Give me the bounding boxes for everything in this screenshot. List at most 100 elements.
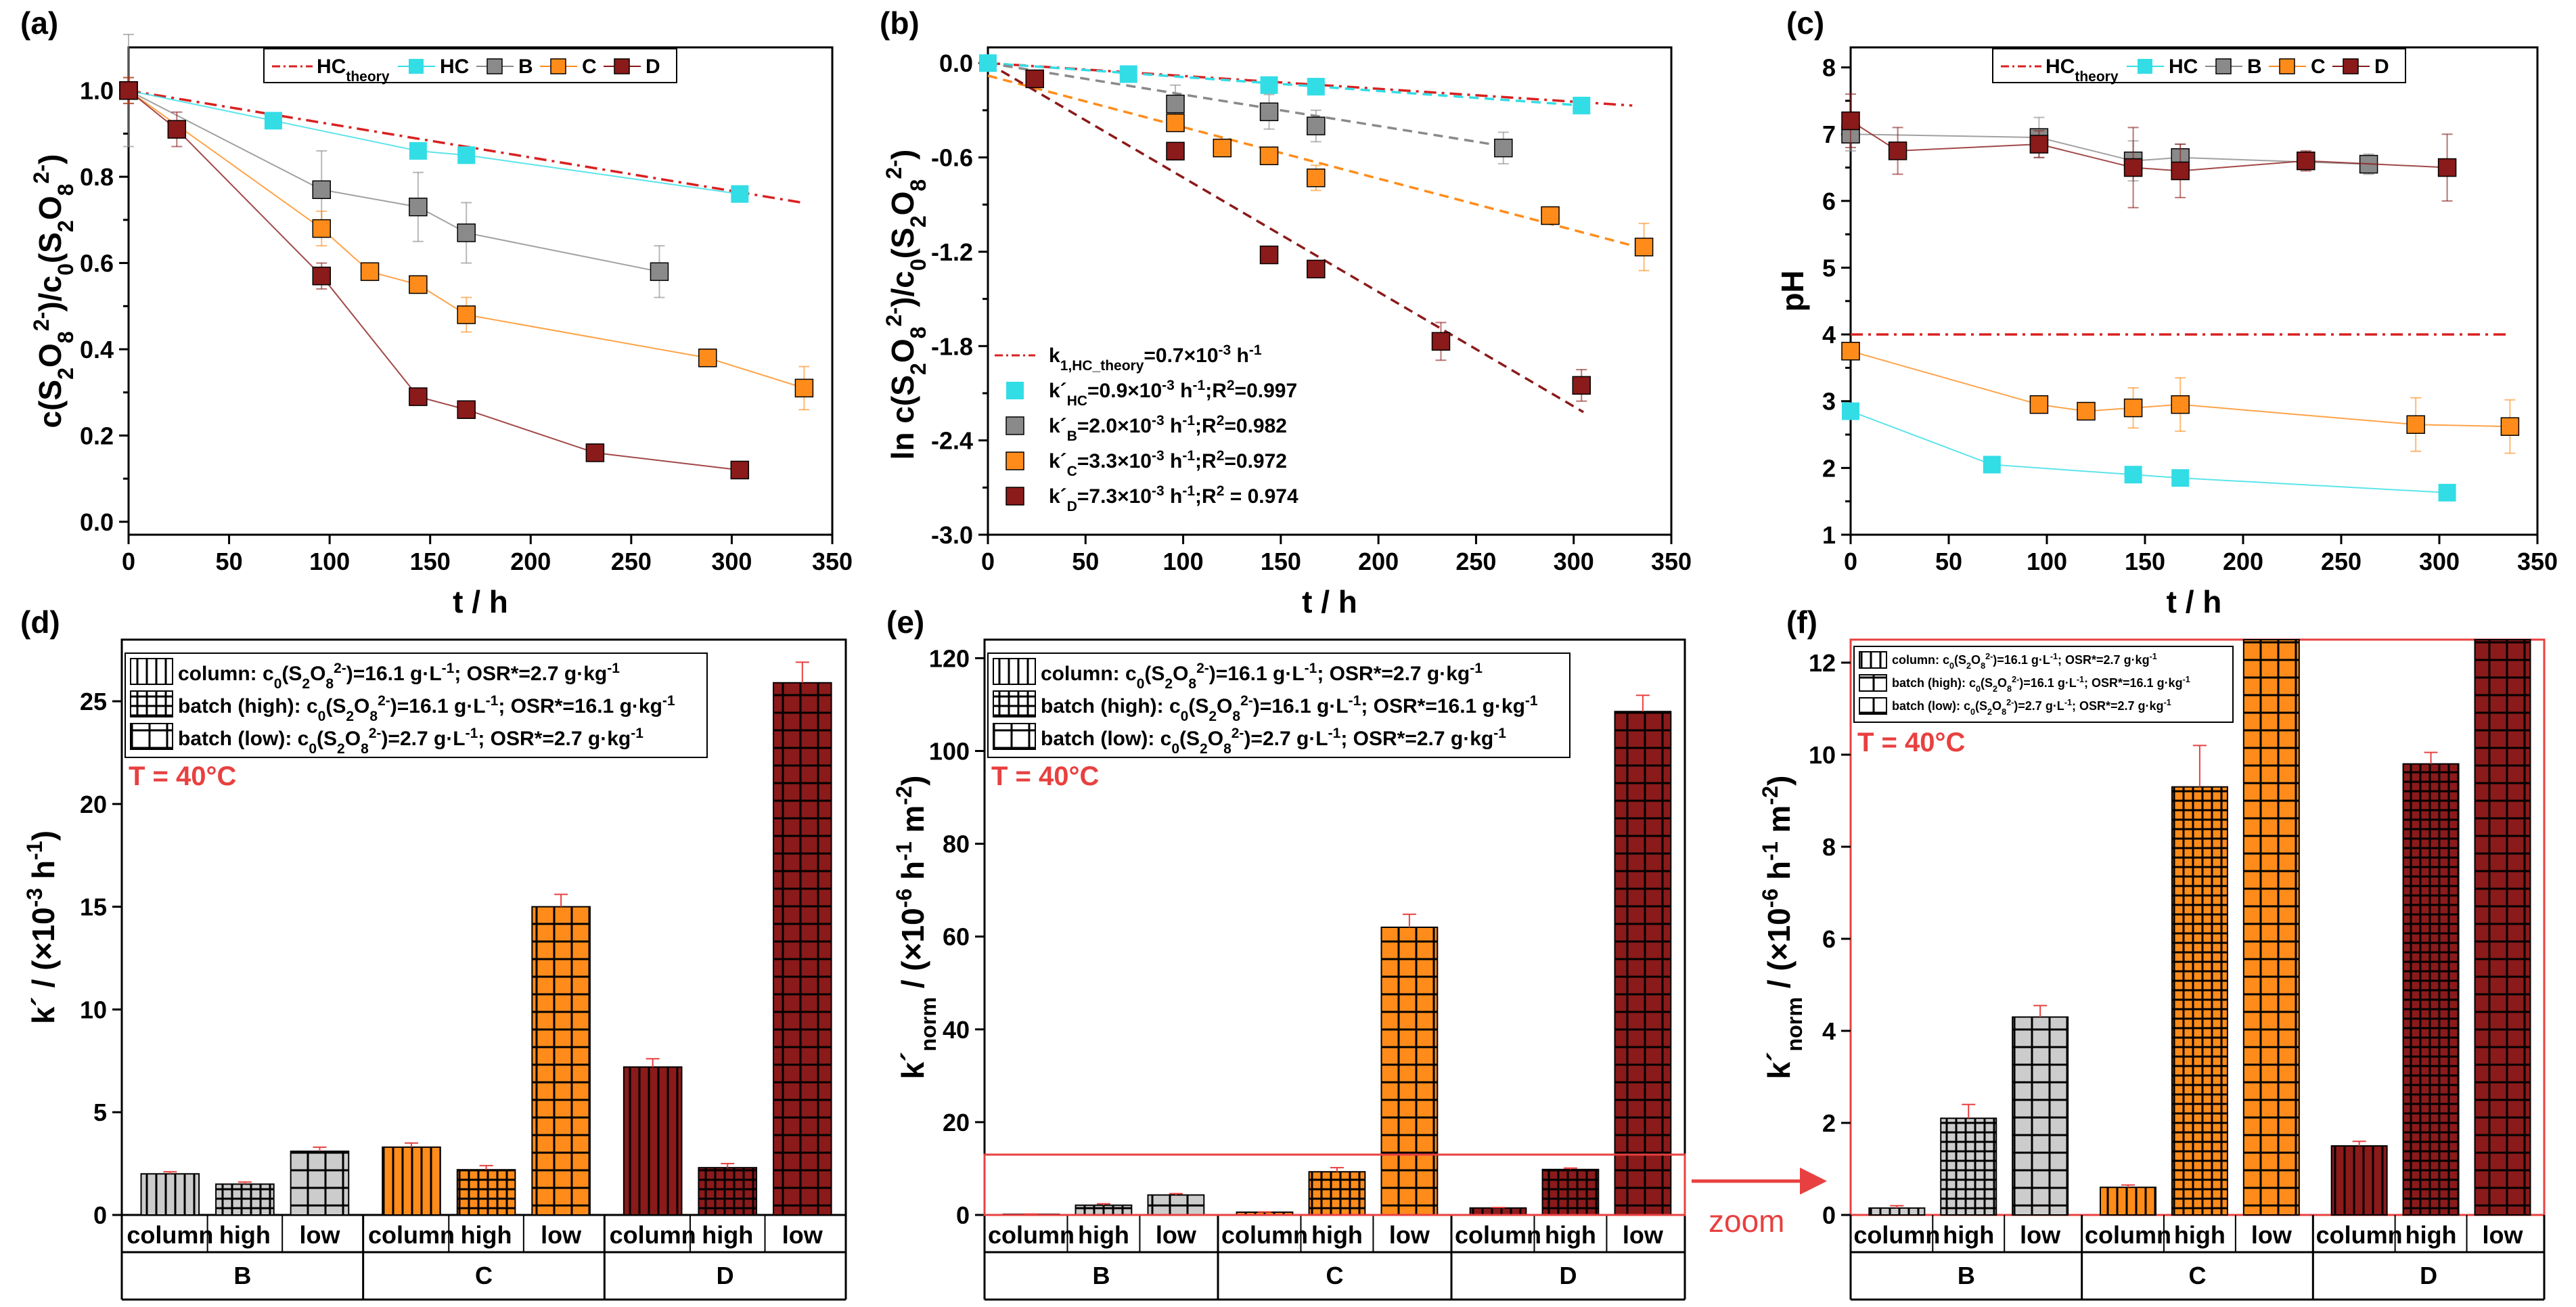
y-tick-label: 20 bbox=[943, 1109, 970, 1136]
y-tick-label: 3 bbox=[1822, 388, 1836, 416]
legend-label: C bbox=[582, 56, 597, 78]
y-tick-label: 4 bbox=[1822, 321, 1836, 349]
marker-B bbox=[487, 58, 503, 74]
y-axis-label: c(S2O82-)/c0(S2O82-) bbox=[29, 154, 78, 428]
y-tick-label: 20 bbox=[80, 791, 107, 818]
category-label: column bbox=[2316, 1221, 2403, 1249]
legend-label: batch (high): c0(S2O82-)=16.1 g·L-1; OSR… bbox=[1041, 693, 1538, 724]
legend-swatch bbox=[130, 690, 173, 717]
zoom-label: zoom bbox=[1709, 1203, 1784, 1239]
marker-D bbox=[614, 58, 630, 74]
marker-B bbox=[457, 223, 476, 242]
bar-group-B bbox=[140, 1146, 350, 1216]
category-label: high bbox=[219, 1221, 271, 1249]
bar-C-column bbox=[2100, 1187, 2156, 1216]
x-tick-label: 100 bbox=[1163, 548, 1204, 575]
marker-C bbox=[2500, 417, 2520, 436]
y-tick-label: 0.0 bbox=[80, 508, 114, 536]
bar-C-column bbox=[382, 1146, 441, 1216]
bar-B-high bbox=[1075, 1204, 1133, 1216]
marker-C bbox=[2171, 395, 2190, 414]
y-tick-label: 7 bbox=[1822, 120, 1836, 148]
y-tick-label: 12 bbox=[1809, 649, 1836, 677]
bar-D-column bbox=[623, 1066, 683, 1216]
y-tick-label: 0 bbox=[956, 1201, 970, 1229]
category-label: column bbox=[988, 1221, 1075, 1249]
plot-frame bbox=[1849, 46, 2539, 536]
y-tick-label: 6 bbox=[1822, 187, 1836, 215]
panel-label: (d) bbox=[20, 604, 60, 640]
marker-D bbox=[1025, 69, 1045, 89]
marker-C bbox=[2077, 401, 2096, 421]
legend-label: column: c0(S2O82-)=16.1 g·L-1; OSR*=2.7 … bbox=[1892, 652, 2157, 671]
panel-label: (a) bbox=[20, 5, 58, 41]
group-label: C bbox=[1326, 1262, 1344, 1289]
marker-HC bbox=[979, 54, 997, 72]
y-tick-label: 40 bbox=[943, 1016, 970, 1044]
marker-D bbox=[2171, 161, 2190, 181]
marker-D bbox=[457, 400, 476, 419]
x-tick-label: 50 bbox=[1072, 548, 1099, 575]
y-tick-label: -1.8 bbox=[931, 332, 973, 360]
legend-frame bbox=[987, 652, 1571, 758]
marker-C bbox=[1307, 169, 1326, 187]
bar-D-high bbox=[2402, 763, 2460, 1216]
marker-D bbox=[2123, 158, 2143, 177]
marker-C bbox=[360, 262, 380, 282]
legend-label: batch (low): c0(S2O82-)=2.7 g·L-1; OSR*=… bbox=[1041, 726, 1506, 757]
category-label: high bbox=[1943, 1221, 1994, 1249]
bar-C-low bbox=[1380, 927, 1439, 1216]
legend: HCtheory HC B C D bbox=[1992, 48, 2406, 85]
marker-B bbox=[409, 198, 428, 217]
series-line-D bbox=[128, 89, 740, 471]
panel-f: (f) 0 2 4 6 8 10 12 k´norm / (×10-6 h-1 m-2) colu… bbox=[1758, 604, 2546, 1301]
legend-label: batch (high): c0(S2O82-)=16.1 g·L-1; OSR… bbox=[1892, 675, 2190, 694]
x-axis-label: t / h bbox=[2167, 584, 2222, 619]
temperature-label: T = 40°C bbox=[991, 761, 1099, 791]
marker-C bbox=[2406, 415, 2425, 435]
bar-group-D bbox=[1469, 694, 1672, 1216]
x-tick-label: 150 bbox=[410, 548, 451, 575]
x-tick-label: 0 bbox=[981, 548, 995, 575]
y-tick-label: 80 bbox=[943, 830, 970, 858]
panel-label: (e) bbox=[886, 604, 924, 640]
legend-label: batch (low): c0(S2O82-)=2.7 g·L-1; OSR*=… bbox=[178, 726, 643, 757]
x-tick-label: 250 bbox=[1455, 548, 1496, 575]
panel-e: (e) 0 20 40 60 80 100 120 k´norm / (×10-6 h-1 m-… bbox=[886, 604, 1686, 1301]
legend-label: HCtheory bbox=[317, 56, 390, 85]
y-tick-label: 5 bbox=[1822, 254, 1836, 282]
y-tick-label: 0.4 bbox=[80, 336, 114, 363]
y-tick-label: 1 bbox=[1822, 521, 1836, 549]
bar-group-B bbox=[1002, 1193, 1205, 1216]
legend-label: k´D=7.3×10-3 h-1;R2 = 0.974 bbox=[1049, 483, 1298, 514]
category-label: column bbox=[2085, 1221, 2171, 1249]
legend-frame bbox=[125, 652, 708, 758]
bar-B-column bbox=[140, 1173, 200, 1216]
marker-HC bbox=[2171, 469, 2190, 487]
bar-D-high bbox=[1541, 1168, 1600, 1216]
marker-C bbox=[1541, 206, 1560, 225]
series-line-B bbox=[128, 89, 660, 273]
x-tick-label: 150 bbox=[1261, 548, 1301, 575]
marker-B bbox=[2215, 58, 2232, 74]
legend-swatch bbox=[993, 690, 1036, 717]
x-tick-label: 250 bbox=[611, 548, 652, 575]
y-tick-label: -3.0 bbox=[931, 521, 973, 549]
category-label: high bbox=[2174, 1221, 2225, 1249]
category-label: column bbox=[1221, 1221, 1308, 1249]
group-label: B bbox=[233, 1262, 251, 1289]
bar-group-B bbox=[1868, 1004, 2069, 1216]
y-tick-label: 60 bbox=[943, 923, 970, 951]
x-tick-label: 350 bbox=[812, 548, 853, 575]
bar-B-high bbox=[1940, 1117, 1997, 1216]
marker-B bbox=[650, 262, 669, 282]
bar-C-low bbox=[531, 906, 591, 1216]
category-label: column bbox=[1455, 1221, 1541, 1249]
bar-B-low bbox=[2012, 1016, 2069, 1216]
bar-D-low bbox=[2474, 639, 2531, 1216]
y-tick-label: 25 bbox=[80, 688, 107, 715]
